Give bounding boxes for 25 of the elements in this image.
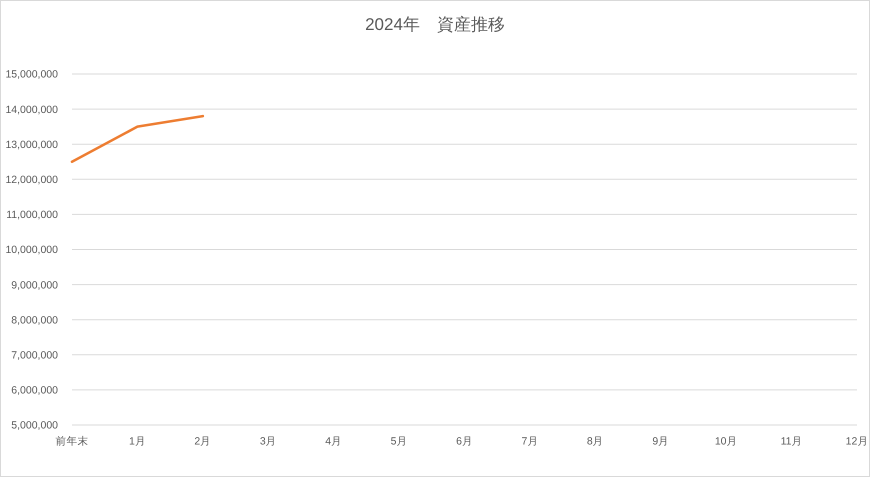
x-tick-label: 9月 xyxy=(652,435,670,448)
y-tick-label: 5,000,000 xyxy=(11,420,58,432)
x-tick-label: 4月 xyxy=(325,435,342,448)
x-tick-label: 前年末 xyxy=(56,434,88,448)
y-tick-label: 13,000,000 xyxy=(5,138,58,151)
y-tick-label: 8,000,000 xyxy=(11,314,58,326)
x-tick-label: 12月 xyxy=(846,435,868,448)
x-tick-label: 2月 xyxy=(194,435,212,448)
y-tick-label: 9,000,000 xyxy=(11,279,58,292)
y-tick-label: 14,000,000 xyxy=(5,104,58,116)
x-tick-label: 7月 xyxy=(521,435,538,448)
y-tick-label: 12,000,000 xyxy=(5,174,58,186)
chart-title: 2024年 資産推移 xyxy=(364,14,506,36)
y-tick-label: 7,000,000 xyxy=(11,350,58,362)
y-tick-label: 10,000,000 xyxy=(5,244,58,256)
y-tick-label: 15,000,000 xyxy=(5,68,58,81)
y-tick-label: 6,000,000 xyxy=(11,384,58,397)
x-tick-label: 5月 xyxy=(390,435,408,448)
x-tick-label: 1月 xyxy=(128,435,146,448)
x-tick-label: 8月 xyxy=(586,435,604,448)
x-tick-label: 10月 xyxy=(714,435,738,448)
x-tick-label: 6月 xyxy=(456,435,473,448)
x-tick-label: 3月 xyxy=(260,435,277,448)
x-tick-label: 11月 xyxy=(780,435,803,448)
y-tick-label: 11,000,000 xyxy=(6,209,58,222)
